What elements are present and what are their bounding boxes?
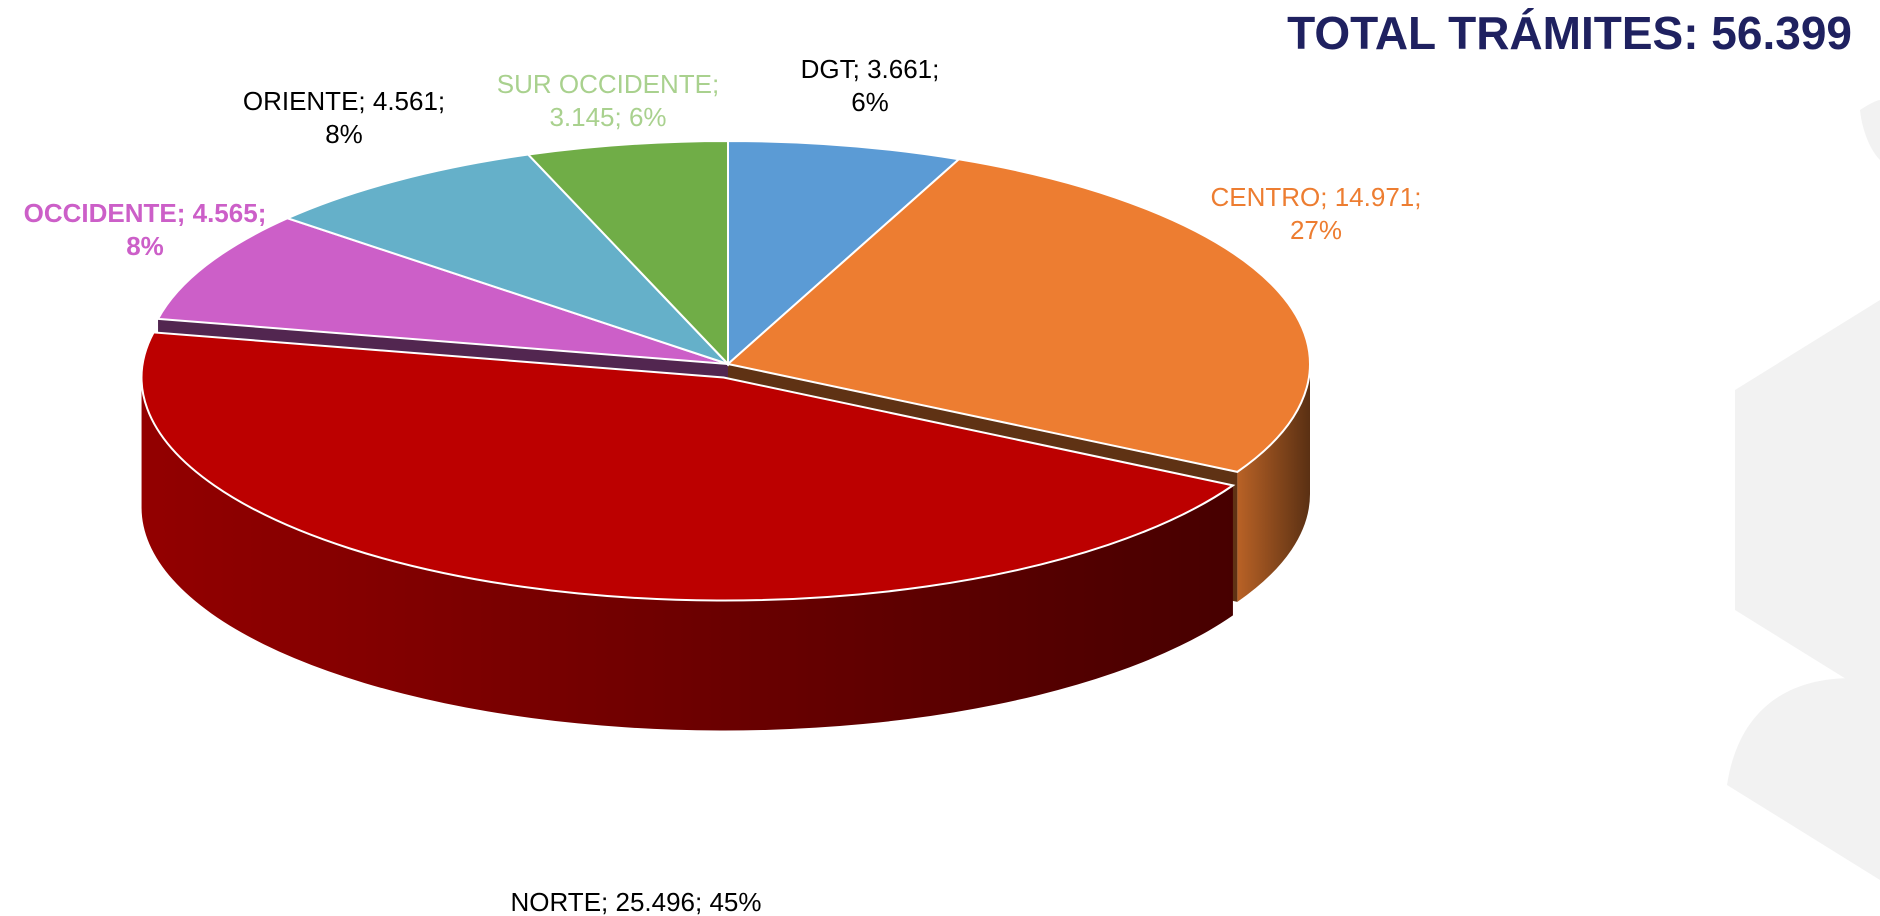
data-label: OCCIDENTE; 4.565; 8% bbox=[23, 198, 267, 261]
slice bbox=[727, 139, 962, 367]
slice bbox=[526, 139, 729, 367]
data-label: ORIENTE; 4.561; 8% bbox=[242, 86, 446, 149]
data-label: NORTE; 25.496; 45% bbox=[510, 887, 762, 916]
chart-title: TOTAL TRÁMITES: 56.399 bbox=[1287, 7, 1852, 59]
data-label: SUR OCCIDENTE; 3.145; 6% bbox=[496, 69, 720, 132]
slice bbox=[284, 153, 729, 365]
data-label: CENTRO; 14.971; 27% bbox=[1210, 182, 1422, 245]
slice-side bbox=[1237, 364, 1310, 602]
data-label: DGT; 3.661; 6% bbox=[800, 54, 940, 117]
background-shape bbox=[1727, 100, 1880, 880]
pie bbox=[140, 139, 1311, 731]
slice-wall bbox=[158, 318, 728, 378]
slice bbox=[140, 331, 1236, 602]
slice bbox=[725, 158, 1311, 473]
slice-side bbox=[141, 377, 1233, 731]
slice bbox=[156, 217, 729, 365]
